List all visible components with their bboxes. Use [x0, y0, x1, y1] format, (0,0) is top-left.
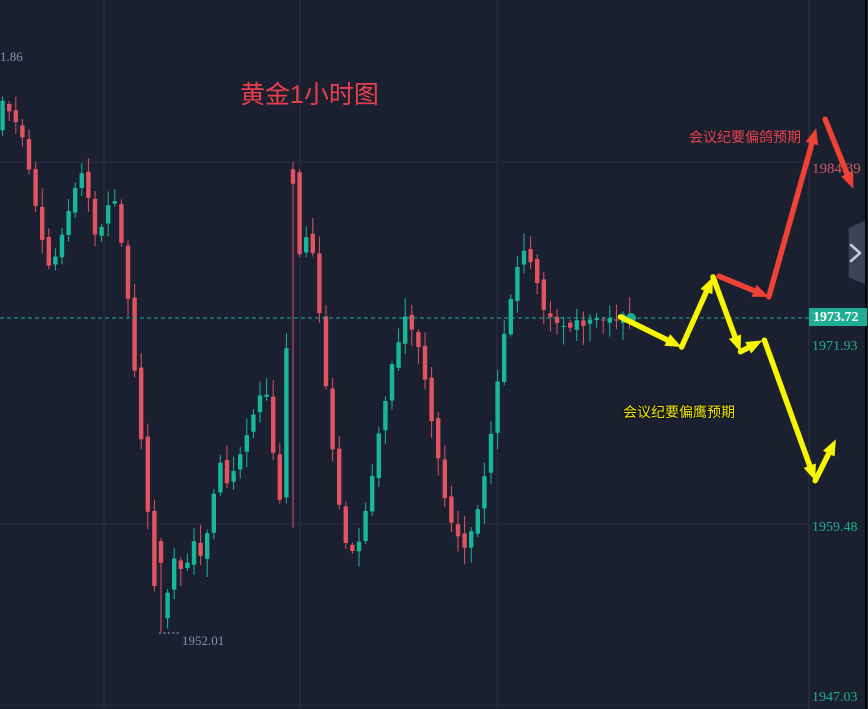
svg-text:1973.72: 1973.72	[813, 310, 859, 325]
svg-text:黄金1小时图: 黄金1小时图	[240, 81, 379, 109]
svg-text:1984.39: 1984.39	[812, 161, 861, 177]
svg-text:会议纪要偏鹰预期: 会议纪要偏鹰预期	[623, 404, 735, 420]
svg-text:1952.01: 1952.01	[182, 633, 224, 648]
svg-text:1971.93: 1971.93	[812, 339, 858, 354]
svg-text:1947.03: 1947.03	[812, 690, 858, 705]
svg-text:1959.48: 1959.48	[812, 520, 858, 535]
svg-text:1.86: 1.86	[0, 49, 23, 64]
svg-text:会议纪要偏鸽预期: 会议纪要偏鸽预期	[689, 129, 801, 145]
